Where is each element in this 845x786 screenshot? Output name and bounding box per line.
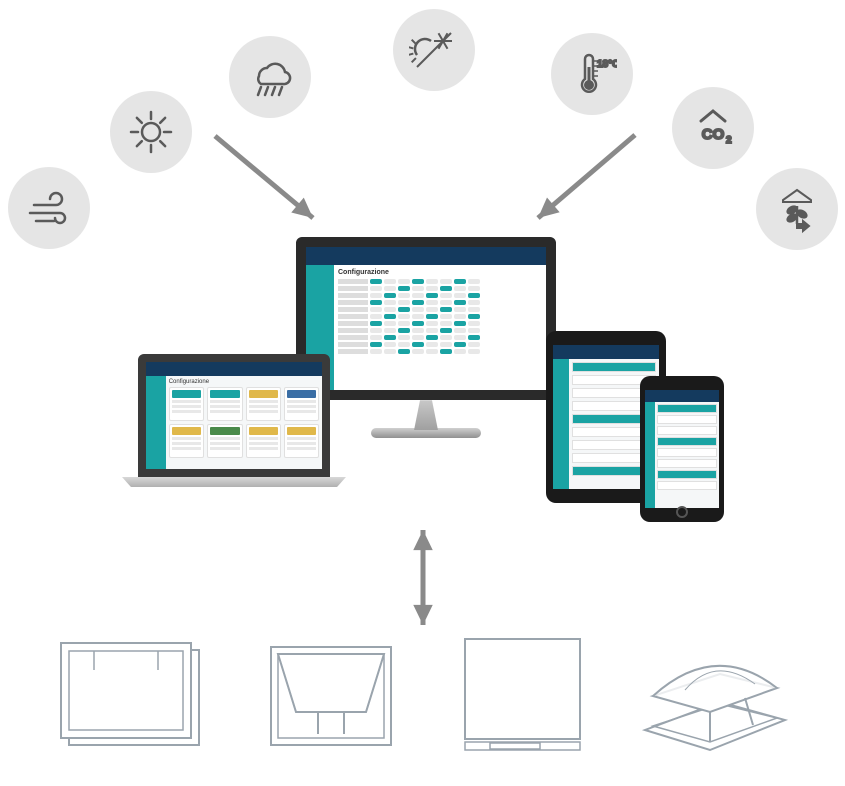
rain-cloud-icon [229,36,311,118]
window-frame-product [59,635,214,755]
thermometer-icon: 18°C [551,33,633,115]
sun-icon [110,91,192,173]
co2-icon: CO2 [672,87,754,169]
app-header [306,247,546,265]
laptop-device: Configurazione [122,354,346,504]
screen-title: Configurazione [338,269,542,276]
arrow-bidir [403,510,443,645]
arrow-right-in [518,115,655,238]
svg-text:2: 2 [726,135,732,146]
skylight-dome-product [635,640,795,755]
wind-icon [8,167,90,249]
arrow-left-in [195,116,333,238]
svg-text:18°C: 18°C [597,59,617,70]
phone-device [640,376,724,522]
sun-snow-icon [393,9,475,91]
laptop-screen-title: Configurazione [169,379,320,385]
window-sliding-product [460,636,590,754]
plant-power-icon [756,168,838,250]
svg-text:CO: CO [702,126,725,143]
window-awning-product [266,642,401,752]
